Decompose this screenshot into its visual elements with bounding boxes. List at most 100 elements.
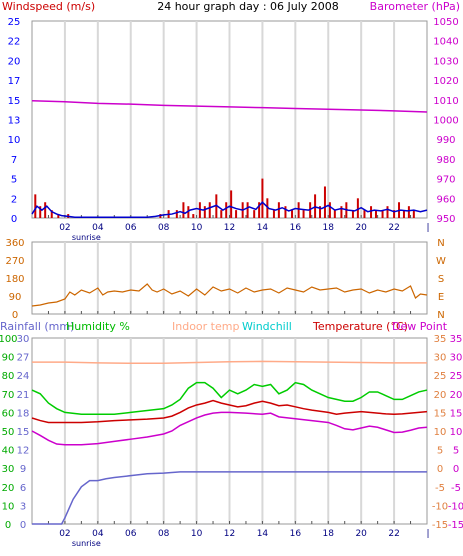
humidity-y-tick: 60 (2, 408, 15, 419)
rain-y-tick: 3 (20, 501, 26, 512)
temp-y-tick-right: 15 (450, 408, 463, 419)
legend-indoor-temp: Indoor temp (172, 320, 239, 333)
temp-y-tick-left: 15 (434, 408, 447, 419)
x-tick-label: 16 (290, 529, 302, 539)
wind-y-tick: 17 (8, 76, 21, 87)
humidity-y-tick: 30 (2, 464, 15, 475)
x-tick-label: 06 (125, 223, 137, 233)
x-tick-label: 02 (59, 223, 70, 233)
rain-y-tick: 18 (17, 408, 30, 419)
wind-y-tick: 0 (11, 214, 17, 225)
x-tick-label: 20 (355, 223, 367, 233)
x-tick-label: 22 (388, 529, 399, 539)
temp-y-tick-left: -10 (432, 501, 448, 512)
compass-tick: E (438, 292, 444, 303)
compass-tick: S (438, 274, 444, 285)
humidity-y-tick: 10 (2, 501, 15, 512)
x-tick-label: 04 (92, 223, 104, 233)
compass-tick: N (437, 310, 444, 321)
temp-y-tick-left: 5 (437, 446, 443, 457)
x-tick-label: 12 (224, 223, 235, 233)
chart-title: 24 hour graph day : 06 July 2008 (157, 0, 339, 13)
gust-line (31, 201, 428, 218)
x-tick-label: | (426, 223, 429, 233)
x-tick-label: 16 (290, 223, 302, 233)
x-tick-label: 02 (59, 529, 70, 539)
temp-y-tick-right: -5 (451, 483, 461, 494)
rain-y-tick: 9 (20, 464, 26, 475)
wind-y-tick: 5 (11, 175, 17, 186)
x-tick-label: 18 (323, 223, 335, 233)
baro-y-tick: 1020 (433, 76, 458, 87)
humidity-line (31, 381, 428, 416)
indoor-temp-line (32, 360, 427, 365)
compass-tick: N (437, 238, 444, 249)
legend-windchill: Windchill (242, 320, 292, 333)
rain-y-tick: 0 (20, 520, 26, 531)
humidity-y-tick: 40 (2, 446, 15, 457)
x-tick-label: 10 (191, 529, 203, 539)
x-tick-label: 12 (224, 529, 235, 539)
temp-y-tick-left: -15 (432, 520, 448, 531)
x-tick-label: 04 (92, 529, 104, 539)
baro-y-tick: 990 (436, 135, 455, 146)
wind-y-tick: 13 (8, 116, 21, 127)
rainfall-line (32, 471, 427, 525)
wind-y-tick: 22 (8, 37, 21, 48)
wind-y-tick: 2 (11, 194, 17, 205)
wind-y-tick: 15 (8, 96, 21, 107)
temp-y-tick-left: 30 (434, 353, 447, 364)
wind-y-tick: 7 (11, 155, 17, 166)
humidity-y-tick: 90 (2, 353, 15, 364)
winddir-line (31, 283, 428, 307)
x-tick-label: 08 (158, 223, 170, 233)
humidity-y-tick: 70 (2, 390, 15, 401)
winddir-y-tick: 360 (5, 238, 24, 249)
wind-y-tick: 20 (8, 56, 21, 67)
compass-tick: W (436, 256, 446, 267)
temp-y-tick-right: 0 (453, 464, 459, 475)
temp-y-tick-left: 0 (437, 464, 443, 475)
rain-y-tick: 27 (17, 353, 30, 364)
baro-y-tick: 1010 (433, 96, 458, 107)
x-tick-label: 22 (388, 223, 399, 233)
humidity-y-tick: 80 (2, 371, 15, 382)
legend-rainfall: Rainfall (mm) (0, 320, 74, 333)
temp-y-tick-left: 35 (434, 334, 447, 345)
baro-y-tick: 1000 (433, 116, 458, 127)
humidity-y-tick: 0 (5, 520, 11, 531)
temp-y-tick-right: -15 (448, 520, 463, 531)
dewpoint-line (31, 411, 428, 446)
legend-dewpoint: Dew Point (392, 320, 448, 333)
rain-y-tick: 12 (17, 446, 30, 457)
legend-temperature: Temperature (°C) (312, 320, 408, 333)
temp-y-tick-right: 30 (450, 353, 463, 364)
baro-y-tick: 970 (436, 175, 455, 186)
winddir-y-tick: 180 (5, 274, 24, 285)
baro-y-tick: 980 (436, 155, 455, 166)
x-tick-label: 14 (257, 223, 269, 233)
rain-y-tick: 30 (17, 334, 30, 345)
wind-y-tick: 25 (8, 17, 21, 28)
barometer-line (31, 100, 428, 113)
baro-y-tick: 1030 (433, 56, 458, 67)
rain-y-tick: 24 (17, 371, 30, 382)
legend-humidity: Humidity % (66, 320, 130, 333)
temp-y-tick-right: 10 (450, 427, 463, 438)
x-tick-label: 14 (257, 529, 269, 539)
barometer-axis-label: Barometer (hPa) (370, 0, 460, 13)
temp-y-tick-right: 25 (450, 371, 463, 382)
winddir-y-tick: 0 (12, 310, 18, 321)
baro-y-tick: 1050 (433, 17, 458, 28)
climate-legend: Rainfall (mm) Humidity % Indoor temp Win… (0, 320, 448, 333)
wind-y-tick: 10 (8, 135, 21, 146)
humidity-y-tick: 100 (0, 334, 18, 345)
rain-y-tick: 6 (20, 483, 26, 494)
x-tick-label: 08 (158, 529, 170, 539)
humidity-y-tick: 50 (2, 427, 15, 438)
baro-y-tick: 960 (436, 194, 455, 205)
x-tick-label: 06 (125, 529, 137, 539)
temp-y-tick-right: 5 (453, 446, 459, 457)
